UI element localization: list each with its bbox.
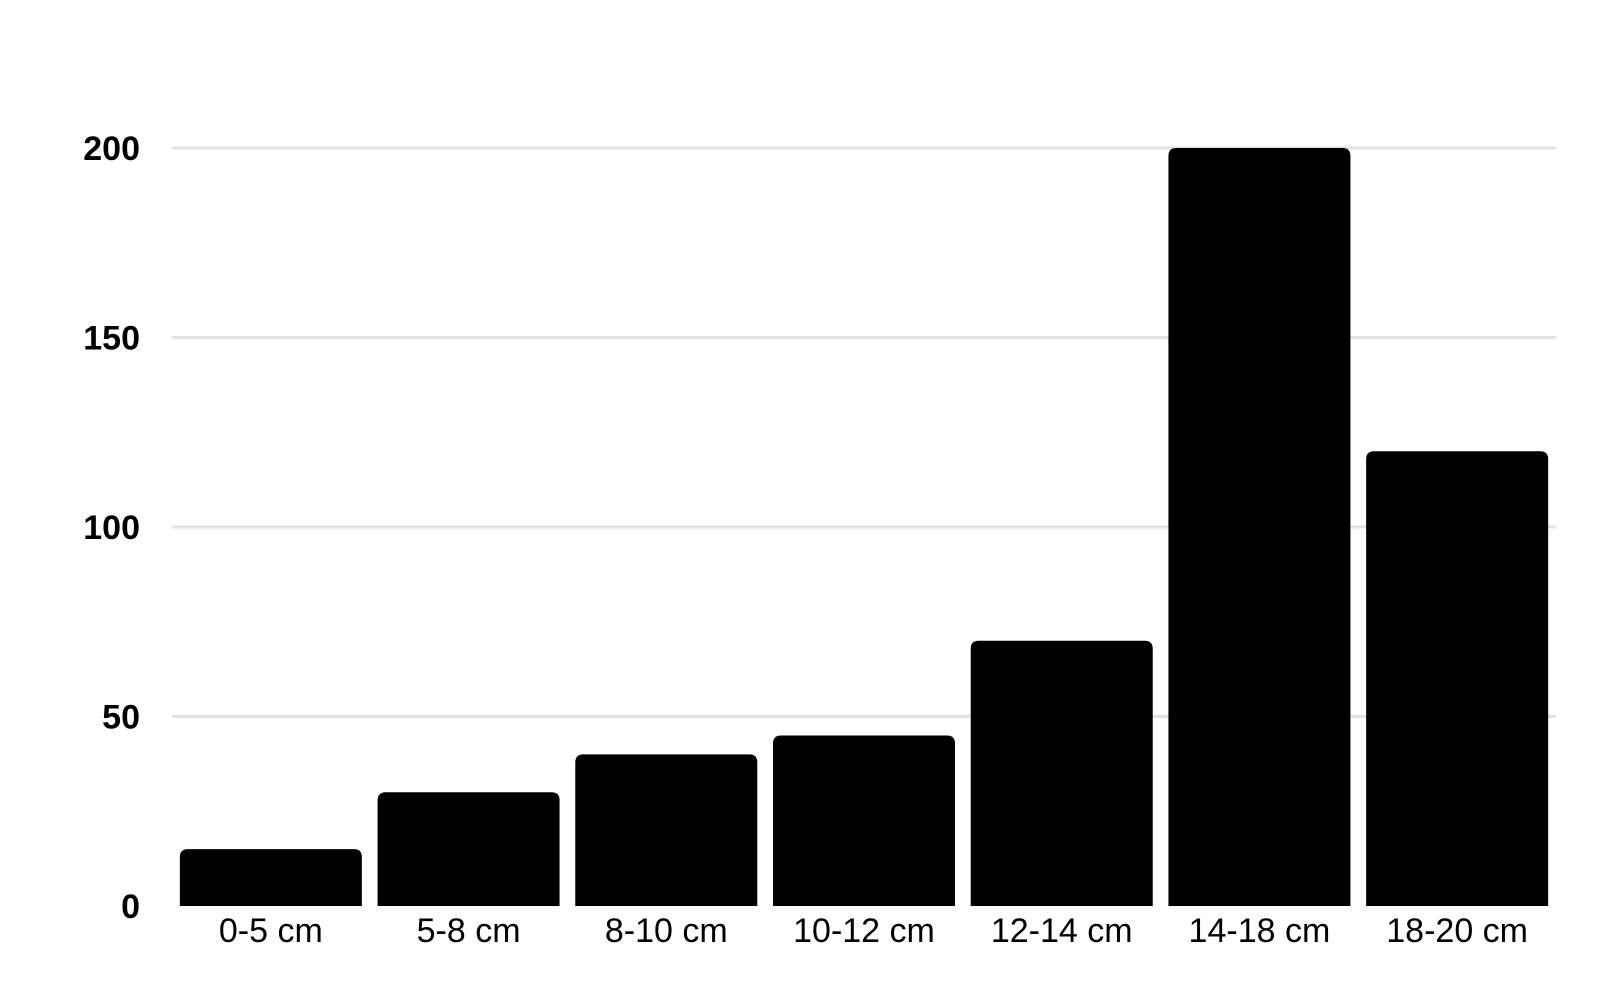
x-tick-label: 8-10 cm <box>605 912 728 950</box>
bar-18-20-cm <box>1366 451 1549 906</box>
x-tick-label: 18-20 cm <box>1386 912 1528 950</box>
x-tick-label: 14-18 cm <box>1189 912 1331 950</box>
y-axis-ticks: 0 50 100 150 200 <box>83 130 140 926</box>
x-tick-label: 5-8 cm <box>417 912 521 950</box>
bar-12-14-cm <box>970 640 1153 906</box>
x-axis-ticks: 0-5 cm 5-8 cm 8-10 cm 10-12 cm 12-14 cm 14-18… <box>219 912 1528 950</box>
y-tick-label: 0 <box>121 888 140 926</box>
y-tick-label: 100 <box>83 509 140 547</box>
bar-8-10-cm <box>575 754 758 906</box>
x-tick-label: 12-14 cm <box>991 912 1133 950</box>
y-tick-label: 150 <box>83 320 140 358</box>
bar-0-5-cm <box>179 849 362 906</box>
bar-5-8-cm <box>377 792 560 906</box>
x-tick-label: 0-5 cm <box>219 912 323 950</box>
x-tick-label: 10-12 cm <box>793 912 935 950</box>
y-tick-label: 50 <box>102 699 140 737</box>
y-tick-label: 200 <box>83 130 140 168</box>
bar-10-12-cm <box>773 735 955 906</box>
bar-14-18-cm <box>1168 148 1351 906</box>
bars <box>179 148 1549 906</box>
